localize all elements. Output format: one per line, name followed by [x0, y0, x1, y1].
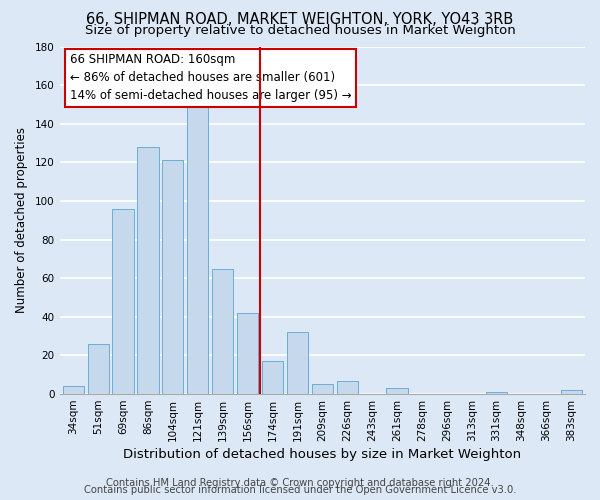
- Text: 66 SHIPMAN ROAD: 160sqm
← 86% of detached houses are smaller (601)
14% of semi-d: 66 SHIPMAN ROAD: 160sqm ← 86% of detache…: [70, 54, 352, 102]
- Bar: [561, 390, 582, 394]
- Bar: [262, 361, 283, 394]
- Bar: [486, 392, 507, 394]
- Text: 66, SHIPMAN ROAD, MARKET WEIGHTON, YORK, YO43 3RB: 66, SHIPMAN ROAD, MARKET WEIGHTON, YORK,…: [86, 12, 514, 28]
- Bar: [386, 388, 407, 394]
- Text: Contains HM Land Registry data © Crown copyright and database right 2024.: Contains HM Land Registry data © Crown c…: [106, 478, 494, 488]
- Y-axis label: Number of detached properties: Number of detached properties: [15, 128, 28, 314]
- Text: Contains public sector information licensed under the Open Government Licence v3: Contains public sector information licen…: [84, 485, 516, 495]
- Bar: [287, 332, 308, 394]
- Bar: [112, 208, 134, 394]
- Text: Size of property relative to detached houses in Market Weighton: Size of property relative to detached ho…: [85, 24, 515, 37]
- Bar: [62, 386, 84, 394]
- Bar: [311, 384, 333, 394]
- Bar: [337, 380, 358, 394]
- Bar: [162, 160, 184, 394]
- X-axis label: Distribution of detached houses by size in Market Weighton: Distribution of detached houses by size …: [123, 448, 521, 461]
- Bar: [137, 147, 158, 394]
- Bar: [212, 268, 233, 394]
- Bar: [237, 313, 258, 394]
- Bar: [88, 344, 109, 394]
- Bar: [187, 104, 208, 394]
